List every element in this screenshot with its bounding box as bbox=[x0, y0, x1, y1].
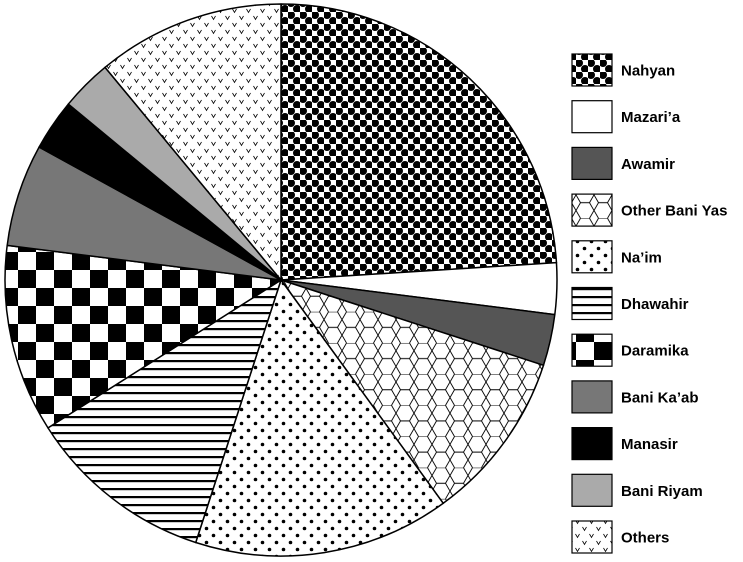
legend: Nahyan Mazari’a Awamir Other Bani Yas Na’im D… bbox=[571, 53, 727, 554]
legend-swatch bbox=[571, 193, 613, 227]
legend-label: Daramika bbox=[621, 343, 689, 360]
legend-item-daramika: Daramika bbox=[571, 333, 689, 367]
legend-item-bani-riyam: Bani Riyam bbox=[571, 473, 703, 507]
legend-swatch bbox=[571, 146, 613, 180]
legend-label: Mazari’a bbox=[621, 109, 681, 126]
legend-label: Bani Riyam bbox=[621, 483, 703, 500]
pie-slice-others bbox=[104, 3, 282, 281]
legend-label: Others bbox=[621, 530, 669, 547]
legend-label: Na’im bbox=[621, 249, 662, 266]
pie-slices bbox=[4, 3, 558, 557]
pie-slice-na-im bbox=[194, 279, 444, 557]
legend-swatch bbox=[571, 427, 613, 461]
legend-item-nahyan: Nahyan bbox=[571, 53, 675, 87]
legend-swatch bbox=[571, 100, 613, 134]
legend-label: Other Bani Yas bbox=[621, 203, 727, 220]
legend-item-bani-ka-ab: Bani Ka’ab bbox=[571, 380, 699, 414]
pie-slice-dhawahir bbox=[47, 279, 282, 544]
legend-item-manasir: Manasir bbox=[571, 427, 678, 461]
legend-item-mazari-a: Mazari’a bbox=[571, 100, 681, 134]
legend-label: Bani Ka’ab bbox=[621, 389, 699, 406]
legend-item-dhawahir: Dhawahir bbox=[571, 286, 689, 321]
pie-slice-other-bani-yas bbox=[280, 279, 545, 505]
legend-swatch bbox=[571, 520, 613, 554]
legend-label: Manasir bbox=[621, 436, 678, 453]
legend-swatch bbox=[571, 473, 613, 507]
legend-swatch bbox=[571, 380, 613, 414]
legend-swatch bbox=[571, 333, 613, 367]
legend-item-awamir: Awamir bbox=[571, 146, 675, 180]
pie-slice-nahyan bbox=[280, 3, 558, 281]
legend-swatch bbox=[571, 240, 613, 274]
legend-item-na-im: Na’im bbox=[571, 240, 662, 274]
legend-swatch bbox=[571, 53, 613, 87]
legend-swatch bbox=[571, 286, 613, 321]
legend-label: Awamir bbox=[621, 156, 675, 173]
pie-slice-daramika bbox=[4, 244, 282, 429]
legend-label: Dhawahir bbox=[621, 296, 689, 313]
legend-item-other-bani-yas: Other Bani Yas bbox=[571, 193, 727, 227]
legend-label: Nahyan bbox=[621, 63, 675, 80]
legend-item-others: Others bbox=[571, 520, 669, 554]
